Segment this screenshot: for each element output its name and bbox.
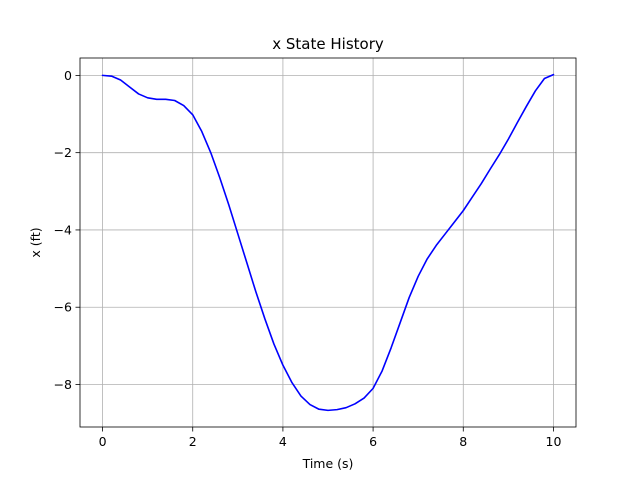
y-tick-label: −4 bbox=[54, 222, 72, 237]
y-tick-label: −2 bbox=[54, 145, 72, 160]
x-tick-label: 6 bbox=[369, 434, 377, 449]
plot-frame bbox=[79, 57, 577, 428]
grid-layer bbox=[80, 58, 576, 427]
x-tick-label: 8 bbox=[459, 434, 467, 449]
y-tick-label: −6 bbox=[54, 300, 72, 315]
chart-title: x State History bbox=[272, 35, 384, 53]
y-tick-label: −8 bbox=[54, 377, 72, 392]
y-axis-label: x (ft) bbox=[28, 227, 43, 257]
series-line bbox=[101, 73, 555, 412]
line-layer bbox=[101, 73, 555, 412]
tick-layer: 0 2 4 6 8 10 0 −2 −4 −6 −8 bbox=[54, 68, 562, 449]
y-tick-label: 0 bbox=[64, 68, 72, 83]
x-tick-label: 10 bbox=[546, 434, 562, 449]
x-axis-label: Time (s) bbox=[302, 456, 354, 471]
x-tick-label: 0 bbox=[99, 434, 107, 449]
x-tick-label: 4 bbox=[279, 434, 287, 449]
x-tick-label: 2 bbox=[189, 434, 197, 449]
